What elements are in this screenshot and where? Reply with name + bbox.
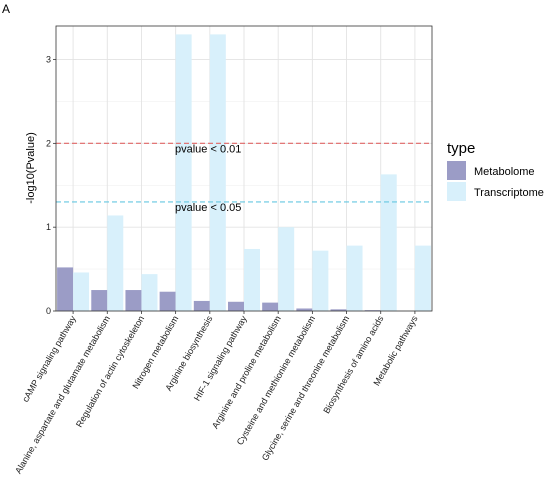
bar-transcriptome-10 (414, 245, 431, 311)
y-axis: 0 1 2 3 (46, 55, 56, 316)
y-tick-label: 2 (46, 138, 51, 148)
bar-metabolome-3 (159, 291, 176, 311)
legend-key-transcriptome (447, 182, 466, 201)
bar-metabolome-0 (57, 267, 74, 311)
x-tick-label: Biosynthesis of amino acids (321, 314, 385, 416)
bar-metabolome-6 (262, 302, 279, 311)
bar-metabolome-9 (364, 310, 381, 311)
bar-transcriptome-2 (141, 274, 158, 311)
bar-metabolome-7 (296, 308, 313, 311)
bar-metabolome-8 (330, 309, 347, 311)
bar-transcriptome-1 (107, 215, 124, 311)
legend-label-metabolome: Metabolome (474, 166, 535, 178)
legend: type Metabolome Transcriptome (447, 140, 544, 201)
bar-metabolome-4 (193, 300, 210, 311)
legend-key-metabolome (447, 161, 466, 180)
reference-line-label-0: pvalue < 0.01 (175, 143, 241, 155)
reference-lines: pvalue < 0.01 pvalue < 0.05 (56, 142, 432, 214)
legend-title: type (447, 140, 475, 157)
x-tick-label: Regulation of actin cytoskeleton (74, 314, 146, 429)
y-axis-title: -log10(Pvalue) (25, 132, 37, 204)
bar-transcriptome-7 (312, 250, 329, 311)
bar-metabolome-1 (91, 290, 108, 311)
bar-transcriptome-3 (175, 34, 192, 311)
bar-metabolome-5 (228, 301, 244, 311)
x-tick-label: Arginine and proline metabolism (210, 314, 283, 430)
bar-transcriptome-9 (380, 174, 397, 311)
y-tick-label: 0 (46, 306, 51, 316)
bar-metabolome-2 (125, 290, 142, 311)
bar-transcriptome-8 (346, 245, 363, 311)
bars-layer (57, 34, 431, 311)
bar-transcriptome-6 (278, 227, 295, 311)
y-tick-label: 1 (46, 222, 51, 232)
reference-line-label-1: pvalue < 0.05 (175, 202, 241, 214)
bar-transcriptome-5 (244, 248, 260, 311)
bar-transcriptome-0 (73, 272, 90, 311)
legend-label-transcriptome: Transcriptome (474, 187, 544, 199)
y-tick-label: 3 (46, 55, 51, 65)
panel-label: A (2, 2, 10, 16)
bar-transcriptome-4 (209, 34, 226, 311)
